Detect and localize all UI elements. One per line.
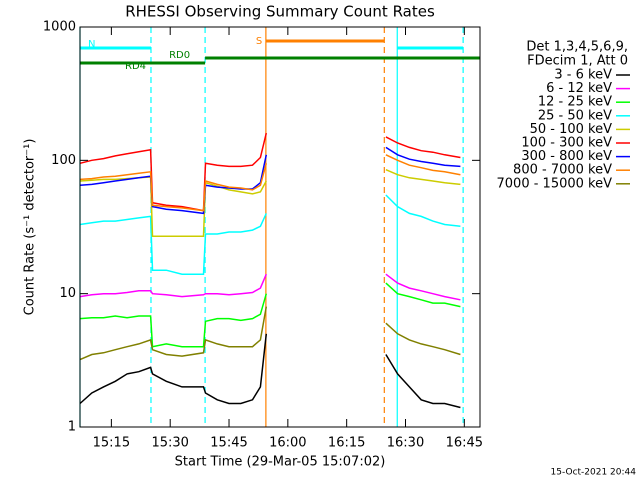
series-line [79,282,461,348]
legend-label: 3 - 6 keV [554,68,612,83]
plot-frame [79,26,481,428]
x-tick-label: 16:45 [446,436,483,451]
x-tick-label: 15:30 [151,436,188,451]
legend-header: Det 1,3,4,5,6,9, [526,40,628,55]
legend-label: 25 - 50 keV [538,108,612,123]
x-tick-label: 16:15 [328,436,365,451]
x-axis-label: Start Time (29-Mar-05 15:07:02) [175,455,386,470]
annotation-label: RD4 [125,61,146,72]
y-tick-label: 1000 [43,20,76,35]
chart-title: RHESSI Observing Summary Count Rates [125,3,435,21]
legend-header: FDecim 1, Att 0 [527,54,628,69]
x-tick-label: 16:30 [387,436,424,451]
annotation-label: N [88,39,95,50]
y-tick-label: 10 [59,286,76,301]
x-tick-label: 15:15 [93,436,130,451]
legend-label: 800 - 7000 keV [513,163,612,178]
series-line [79,194,461,275]
annotation-label: RD0 [169,50,190,61]
series-line [79,154,461,212]
legend-label: 6 - 12 keV [546,81,612,96]
annotation-label: S [256,36,262,47]
footer: 15-Oct-2021 20:44 [551,468,637,478]
legend-label: 300 - 800 keV [521,149,612,164]
legend-label: 100 - 300 keV [521,136,612,151]
x-tick-label: 15:45 [210,436,247,451]
series-line [79,132,461,212]
series-line [79,273,461,301]
legend-label: 50 - 100 keV [530,122,613,137]
y-tick-label: 100 [51,153,76,168]
legend-label: 7000 - 15000 keV [497,176,613,191]
series-line [79,306,461,361]
series-line [79,333,461,409]
legend-label: 12 - 25 keV [538,95,612,110]
y-axis-label: Count Rate (s⁻¹ detector⁻¹) [23,139,38,316]
y-tick-label: 1 [68,420,76,435]
series-line [79,169,461,237]
x-tick-label: 16:00 [269,436,306,451]
